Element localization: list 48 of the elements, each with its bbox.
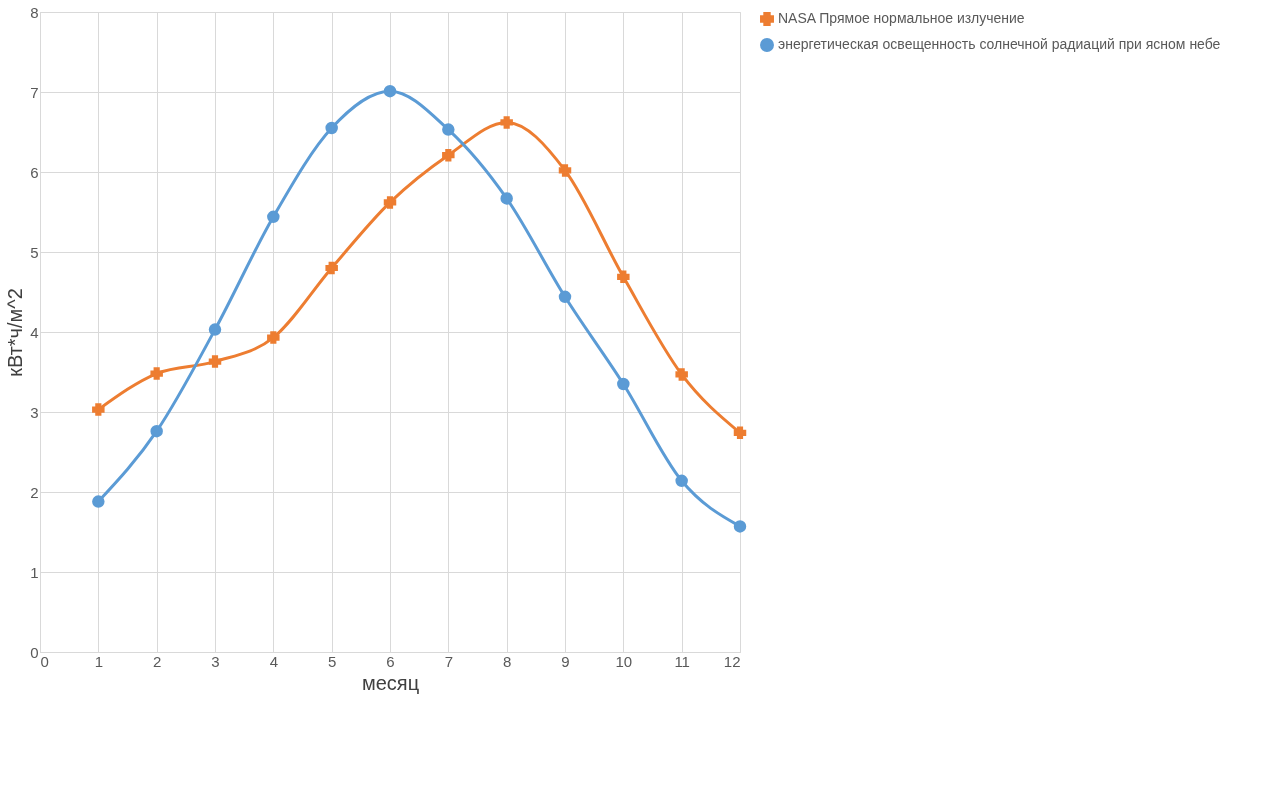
y-tick-label: 6	[30, 163, 39, 181]
point	[325, 121, 338, 135]
point	[383, 196, 397, 209]
point	[325, 261, 338, 275]
point	[558, 164, 572, 177]
point	[442, 148, 455, 162]
x-tick-label: 12	[723, 652, 741, 670]
point	[617, 377, 630, 391]
point	[733, 426, 747, 440]
y-tick-label: 3	[30, 403, 39, 421]
x-tick-label: 11	[674, 652, 690, 670]
x-tick-label: 10	[615, 652, 633, 670]
point	[92, 403, 105, 416]
y-tick-label: 7	[30, 83, 39, 101]
point	[267, 210, 280, 224]
point	[92, 495, 105, 508]
point	[442, 123, 455, 136]
point	[208, 355, 222, 368]
y-tick-label: 8	[30, 3, 39, 21]
legend-label: NASA Прямое нормальное излучение	[778, 10, 1025, 26]
point	[558, 290, 572, 304]
x-axis-title: месяц	[361, 671, 420, 694]
point	[208, 323, 222, 336]
x-tick-label: 1	[94, 652, 104, 670]
point	[150, 424, 163, 438]
y-tick-label: 4	[30, 323, 39, 341]
point	[150, 367, 163, 380]
point	[675, 368, 688, 381]
point	[383, 84, 397, 98]
x-tick-label: 5	[327, 652, 337, 670]
y-tick-label: 5	[30, 243, 39, 261]
y-tick-label: 2	[30, 483, 39, 501]
x-tick-label: 8	[502, 652, 512, 670]
point	[733, 520, 747, 533]
point	[675, 474, 688, 488]
x-tick-label: 4	[269, 652, 279, 670]
x-tick-label: 6	[386, 652, 395, 670]
x-tick-label: 3	[211, 652, 220, 670]
y-tick-label: 1	[30, 563, 39, 581]
x-tick-label: 9	[561, 652, 570, 670]
y-axis-title: кВт*ч/м^2	[4, 288, 27, 377]
x-tick-label: 7	[444, 652, 454, 670]
x-tick-label: 2	[152, 652, 162, 670]
legend-label: энергетическая освещенность солнечной радиаций при ясном небе	[778, 36, 1221, 52]
point	[267, 331, 280, 344]
point	[617, 270, 630, 284]
point	[500, 192, 513, 205]
point	[500, 116, 513, 129]
